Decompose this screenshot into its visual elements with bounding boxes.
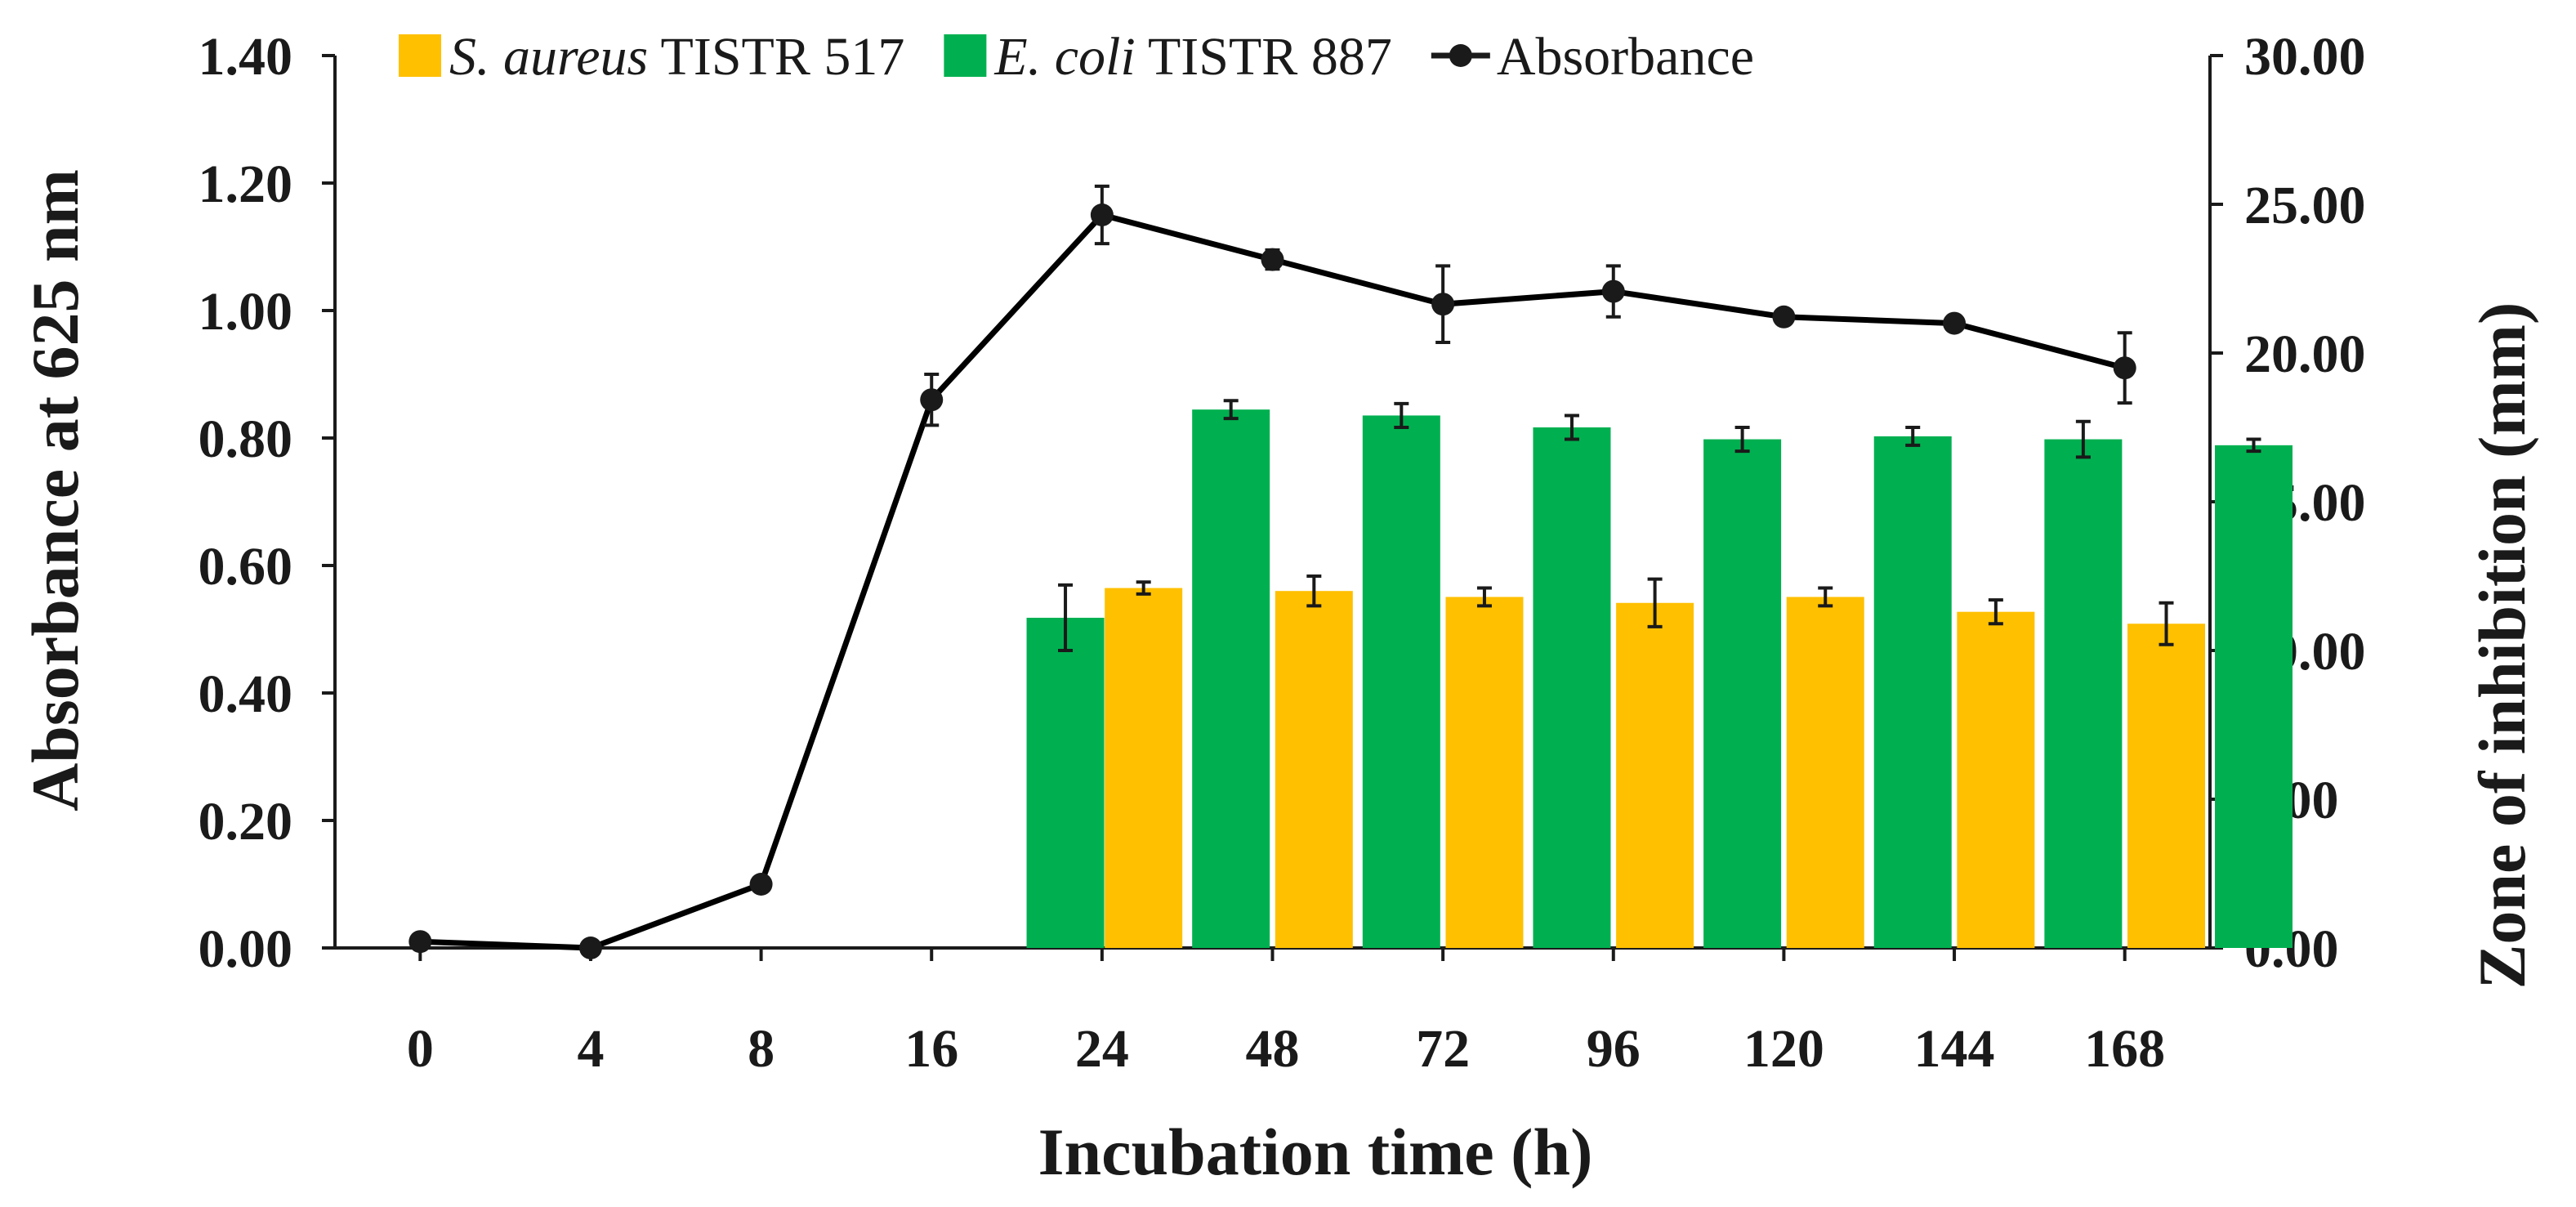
absorbance-point (1261, 248, 1284, 271)
x-tick-label: 120 (1743, 1019, 1824, 1079)
x-tick-label: 168 (2084, 1019, 2165, 1079)
s-aureus-bar (1445, 597, 1524, 948)
left-axis-title: Absorbance at 625 nm (18, 169, 92, 811)
left-tick-label: 0.80 (199, 409, 293, 469)
x-tick-label: 48 (1246, 1019, 1300, 1079)
left-tick-label: 1.40 (199, 27, 293, 87)
e-coli-bar (2044, 439, 2123, 948)
x-tick-label: 96 (1587, 1019, 1641, 1079)
legend-text-part: TISTR 887 (1136, 27, 1392, 87)
x-tick-label: 144 (1914, 1019, 1995, 1079)
x-axis-title: Incubation time (h) (1038, 1115, 1593, 1189)
left-tick-label: 0.40 (199, 664, 293, 724)
absorbance-series (408, 184, 2136, 959)
legend-swatch-1 (944, 34, 987, 77)
bars (1026, 399, 2293, 948)
e-coli-bar (2215, 445, 2293, 948)
legend-label-1: E. coli TISTR 887 (993, 27, 1391, 87)
e-coli-bar (1192, 409, 1270, 948)
right-tick-label: 25.00 (2244, 176, 2366, 235)
legend-text-part: TISTR 517 (648, 27, 904, 87)
legend: S. aureus TISTR 517 E. coli TISTR 887 Abso… (399, 27, 1754, 87)
e-coli-bar (1533, 427, 1611, 948)
absorbance-point (1601, 279, 1625, 303)
s-aureus-bar (1616, 602, 1694, 948)
e-coli-bar (1362, 415, 1440, 948)
x-tick-label: 72 (1416, 1019, 1470, 1079)
x-tick-label: 4 (577, 1019, 604, 1079)
left-tick-label: 0.60 (199, 537, 293, 597)
legend-swatch-0 (399, 34, 441, 77)
legend-italic-part: E. coli (993, 27, 1135, 87)
s-aureus-bar (1786, 597, 1864, 948)
absorbance-point (1431, 293, 1455, 316)
s-aureus-bar (2127, 624, 2205, 948)
x-tick-label: 0 (407, 1019, 434, 1079)
absorbance-point (749, 873, 773, 896)
left-tick-label: 0.20 (199, 792, 293, 852)
legend-label-2: Absorbance (1497, 27, 1754, 87)
x-tick-label: 16 (904, 1019, 958, 1079)
legend-italic-part: S. aureus (449, 27, 648, 87)
absorbance-point (920, 388, 944, 412)
x-tick-label: 24 (1075, 1019, 1129, 1079)
absorbance-point (1943, 311, 1967, 335)
s-aureus-bar (1105, 588, 1183, 948)
s-aureus-bar (1275, 591, 1353, 948)
left-tick-label: 0.00 (199, 919, 293, 979)
absorbance-point (1090, 203, 1114, 226)
axes: 0.000.200.400.600.801.001.201.400.005.00… (199, 27, 2366, 1079)
e-coli-bar (1703, 439, 1782, 948)
e-coli-bar (1026, 617, 1105, 948)
right-axis-title: Zone of inhibition (mm) (2465, 302, 2539, 990)
legend-text-part: Absorbance (1497, 27, 1754, 87)
right-tick-label: 30.00 (2244, 27, 2366, 87)
absorbance-point (2113, 356, 2136, 380)
x-tick-label: 8 (748, 1019, 775, 1079)
s-aureus-bar (1957, 611, 2035, 948)
absorbance-point (408, 930, 432, 954)
absorbance-line (420, 212, 2126, 951)
e-coli-bar (1873, 436, 1952, 948)
left-tick-label: 1.20 (199, 154, 293, 214)
left-tick-label: 1.00 (199, 282, 293, 342)
legend-label-0: S. aureus TISTR 517 (449, 27, 904, 87)
absorbance-point (578, 937, 602, 959)
absorbance-point (1772, 305, 1796, 329)
right-tick-label: 20.00 (2244, 324, 2366, 384)
legend-marker-swatch (1449, 44, 1472, 67)
